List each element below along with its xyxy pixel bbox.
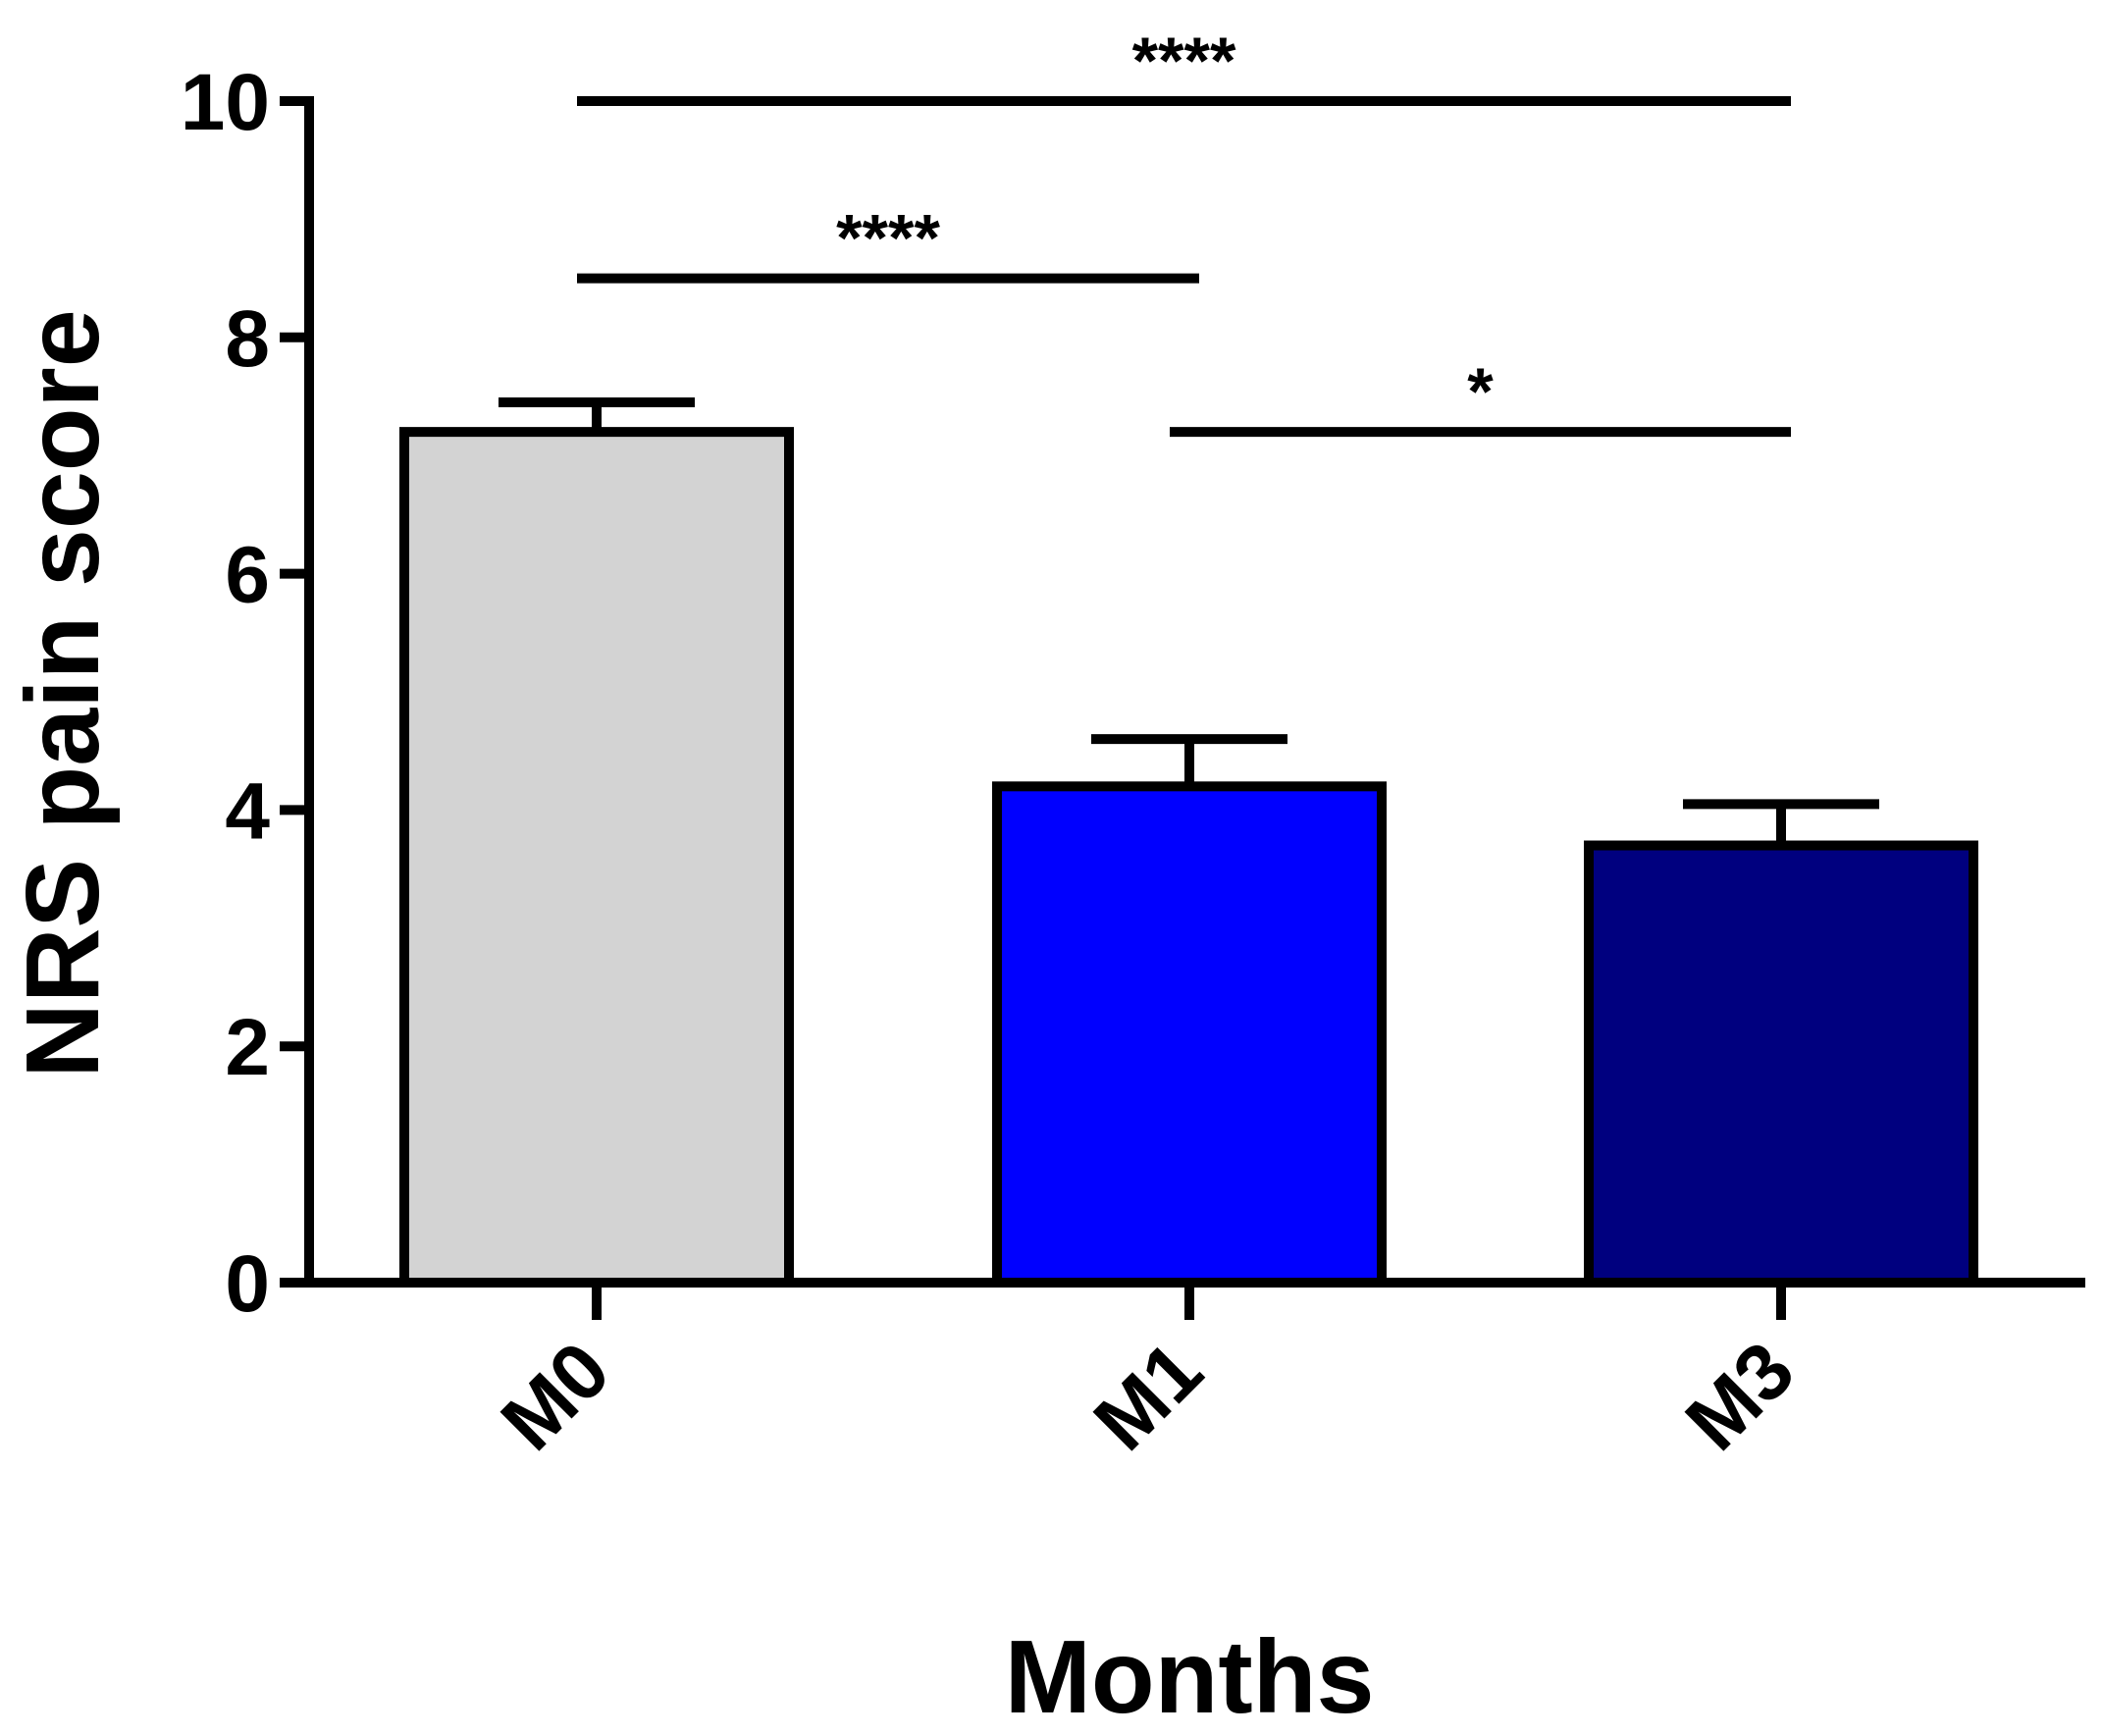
x-tick-label-m0: M0 <box>485 1325 627 1467</box>
bar-m1 <box>992 781 1387 1288</box>
y-tick-label: 10 <box>181 58 270 147</box>
y-tick-label: 2 <box>225 1003 270 1092</box>
significance-label: * <box>1467 354 1494 429</box>
y-tick-label: 8 <box>225 294 270 384</box>
bars-layer <box>399 427 1978 1289</box>
x-tick-label-m1: M1 <box>1077 1325 1220 1467</box>
axes-layer <box>304 96 2085 1288</box>
significance-label: **** <box>836 201 940 276</box>
significance-label: **** <box>1132 24 1236 98</box>
bar-m3 <box>1584 840 1978 1289</box>
error-bars-layer <box>499 397 1879 846</box>
y-axis-title: NRS pain score <box>5 309 121 1078</box>
x-tick-label-m3: M3 <box>1669 1325 1812 1467</box>
x-axis-title: Months <box>1005 1619 1375 1735</box>
significance-layer: ********* <box>577 24 1791 438</box>
y-tick-label: 6 <box>225 531 270 620</box>
y-tick-label: 0 <box>225 1239 270 1329</box>
bar-m0 <box>399 427 794 1288</box>
y-tick-label: 4 <box>225 766 270 856</box>
